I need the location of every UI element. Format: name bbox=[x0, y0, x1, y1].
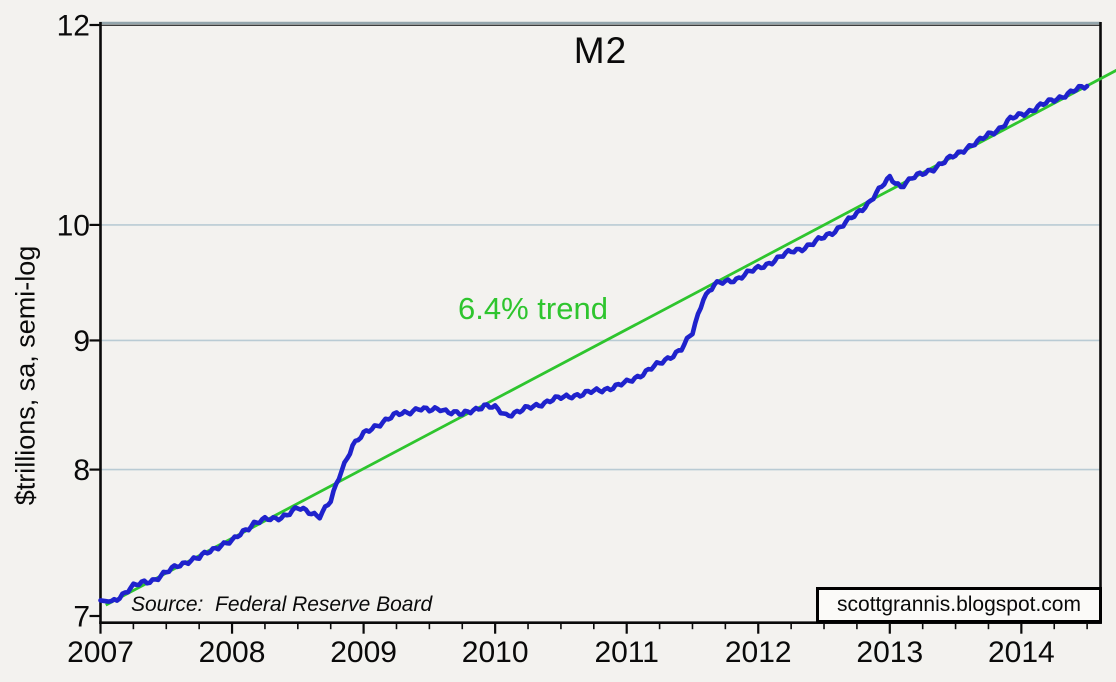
x-tick-label: 2009 bbox=[330, 636, 397, 669]
x-tick-label: 2012 bbox=[725, 636, 792, 669]
x-tick-label: 2007 bbox=[67, 636, 134, 669]
m2-series-line bbox=[98, 83, 1090, 604]
y-tick-label: 7 bbox=[73, 601, 90, 634]
x-tick-label: 2014 bbox=[988, 636, 1055, 669]
y-axis-title: $trillions, sa, semi-log bbox=[10, 245, 41, 506]
chart-title: M2 bbox=[573, 30, 628, 71]
x-tick-label: 2011 bbox=[594, 636, 659, 669]
y-tick-label: 10 bbox=[57, 209, 90, 242]
x-tick-label: 2013 bbox=[856, 636, 923, 669]
x-tick-label: 2010 bbox=[462, 636, 529, 669]
trend-annotation: 6.4% trend bbox=[458, 291, 608, 326]
source-note: Source: Federal Reserve Board bbox=[131, 593, 433, 616]
x-tick-label: 2008 bbox=[199, 636, 266, 669]
y-tick-label: 12 bbox=[57, 10, 90, 43]
y-tick-label: 9 bbox=[73, 325, 90, 358]
y-tick-label: 8 bbox=[73, 454, 90, 487]
watermark-badge: scottgrannis.blogspot.com bbox=[816, 587, 1102, 623]
